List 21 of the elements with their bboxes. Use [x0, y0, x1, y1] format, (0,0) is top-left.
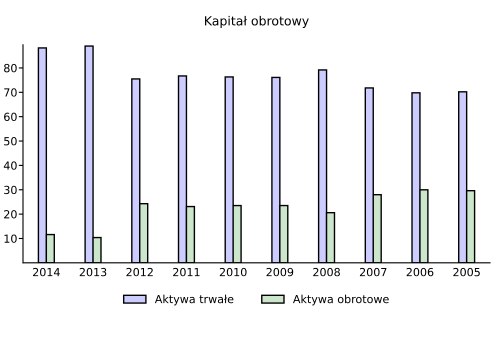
x-tick-label: 2007: [360, 268, 386, 276]
legend-label: Aktywa obrotowe: [292, 294, 389, 306]
legend-label: Aktywa trwałe: [154, 294, 234, 306]
x-tick-label: 2008: [313, 268, 340, 276]
y-tick-label: 80: [4, 64, 17, 72]
y-tick-label: 10: [4, 234, 17, 243]
x-tick-label: 2012: [126, 268, 153, 276]
x-tick-label: 2010: [220, 268, 247, 276]
x-tick-label: 2006: [406, 268, 434, 276]
x-tick-label: 2011: [173, 268, 200, 276]
x-tick-label: 2013: [80, 268, 106, 276]
y-tick-label: 20: [4, 210, 17, 219]
x-tick-label: 2014: [33, 268, 60, 276]
y-tick-label: 50: [4, 137, 17, 146]
y-tick-label: 70: [4, 88, 17, 97]
x-tick-label: 2009: [266, 268, 294, 276]
y-tick-label: 60: [4, 112, 17, 122]
chart-title: Kapitał obrotowy: [205, 16, 309, 28]
y-tick-label: 40: [4, 161, 17, 170]
y-tick-label: 30: [4, 186, 17, 194]
x-tick-label: 2005: [453, 268, 480, 276]
